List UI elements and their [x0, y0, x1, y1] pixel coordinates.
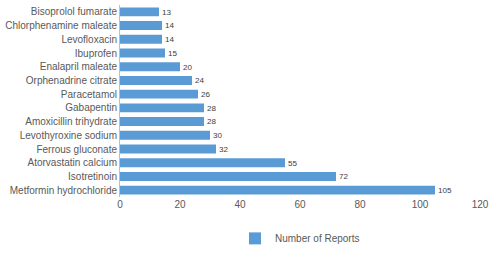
svg-text:28: 28 — [207, 104, 217, 113]
svg-text:Atorvastatin calcium: Atorvastatin calcium — [28, 157, 117, 168]
svg-text:Amoxicillin trihydrate: Amoxicillin trihydrate — [25, 116, 117, 127]
svg-text:80: 80 — [354, 199, 366, 210]
svg-text:32: 32 — [219, 145, 229, 154]
svg-text:Chlorphenamine maleate: Chlorphenamine maleate — [5, 20, 117, 31]
svg-text:15: 15 — [168, 49, 178, 58]
svg-text:Levofloxacin: Levofloxacin — [61, 34, 117, 45]
svg-text:26: 26 — [201, 90, 211, 99]
svg-text:Bisoprolol fumarate: Bisoprolol fumarate — [31, 6, 118, 17]
svg-text:Enalapril maleate: Enalapril maleate — [40, 61, 118, 72]
svg-text:100: 100 — [412, 199, 429, 210]
svg-text:55: 55 — [288, 159, 298, 168]
svg-text:20: 20 — [183, 63, 193, 72]
svg-text:120: 120 — [472, 199, 489, 210]
svg-text:Metformin hydrochloride: Metformin hydrochloride — [10, 185, 118, 196]
svg-text:72: 72 — [339, 172, 349, 181]
svg-text:60: 60 — [294, 199, 306, 210]
svg-text:Levothyroxine sodium: Levothyroxine sodium — [20, 130, 117, 141]
svg-text:Isotretinoin: Isotretinoin — [68, 171, 117, 182]
svg-text:0: 0 — [117, 199, 123, 210]
svg-text:Ibuprofen: Ibuprofen — [75, 48, 117, 59]
svg-text:105: 105 — [438, 186, 452, 195]
svg-text:Orphenadrine citrate: Orphenadrine citrate — [26, 75, 118, 86]
svg-text:Number of Reports: Number of Reports — [275, 233, 359, 244]
svg-text:28: 28 — [207, 117, 217, 126]
svg-text:14: 14 — [165, 35, 175, 44]
svg-text:14: 14 — [165, 21, 175, 30]
svg-text:20: 20 — [174, 199, 186, 210]
svg-text:Ferrous gluconate: Ferrous gluconate — [36, 144, 117, 155]
svg-text:24: 24 — [195, 76, 205, 85]
svg-text:Gabapentin: Gabapentin — [65, 102, 117, 113]
svg-text:40: 40 — [234, 199, 246, 210]
svg-text:13: 13 — [162, 8, 172, 17]
svg-text:30: 30 — [213, 131, 223, 140]
svg-text:Paracetamol: Paracetamol — [61, 89, 117, 100]
